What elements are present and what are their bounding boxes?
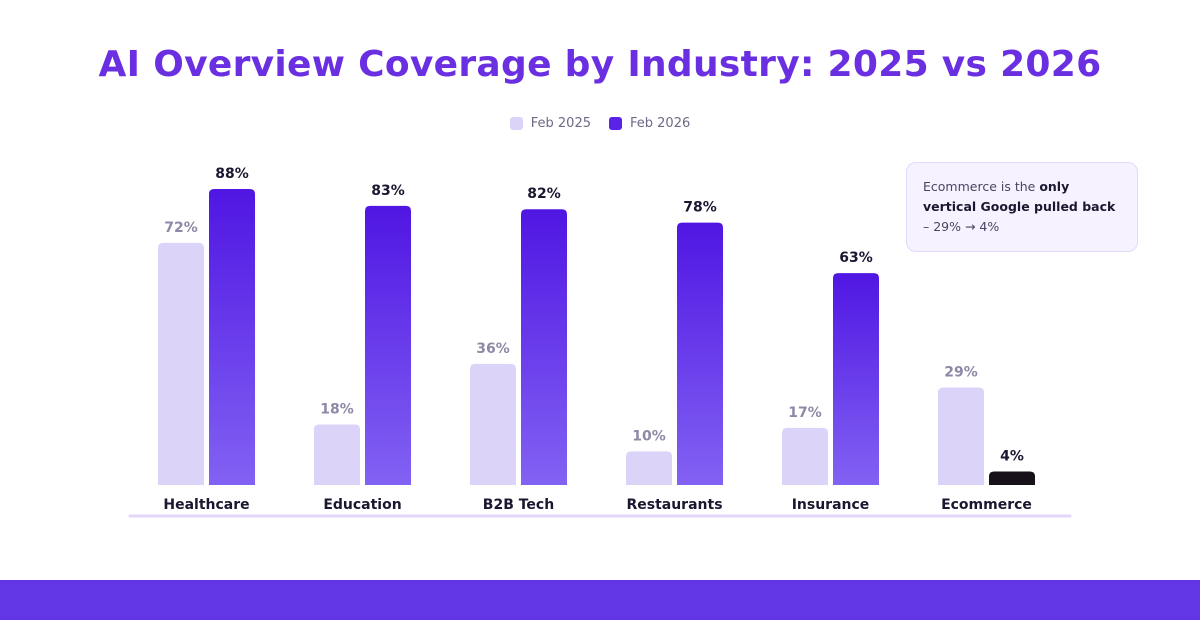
data-label-healthcare-feb-2025: 72% — [164, 220, 198, 236]
x-tick-label-restaurants: Restaurants — [626, 497, 722, 513]
bar-insurance-feb-2026 — [833, 273, 879, 485]
bar-restaurants-feb-2025 — [626, 451, 672, 485]
data-label-insurance-feb-2025: 17% — [788, 405, 822, 421]
bar-ecommerce-feb-2026 — [989, 471, 1035, 485]
data-label-restaurants-feb-2026: 78% — [683, 200, 717, 216]
data-label-education-feb-2026: 83% — [371, 183, 405, 199]
bar-healthcare-feb-2026 — [209, 189, 255, 485]
callout-text-suffix: – 29% → 4% — [923, 219, 1000, 234]
bar-chart: 72% 88% Healthcare 18% 83% Education 36% 82% B2B… — [128, 166, 1072, 518]
footer-band — [0, 580, 1200, 620]
legend-item-feb-2026: Feb 2026 — [609, 116, 690, 131]
bar-ecommerce-feb-2025 — [938, 387, 984, 485]
callout-text-prefix: Ecommerce is the — [923, 179, 1040, 194]
data-label-insurance-feb-2026: 63% — [839, 250, 873, 266]
legend-swatch-feb-2025 — [509, 117, 523, 130]
x-tick-label-b2b-tech: B2B Tech — [483, 497, 554, 513]
x-tick-label-education: Education — [323, 497, 401, 513]
bar-restaurants-feb-2026 — [677, 222, 723, 485]
legend-item-feb-2025: Feb 2025 — [509, 116, 591, 131]
data-label-ecommerce-feb-2026: 4% — [1000, 449, 1024, 465]
legend-label-feb-2026: Feb 2026 — [630, 116, 691, 131]
x-tick-label-ecommerce: Ecommerce — [941, 497, 1032, 513]
callout-text-bold: only vertical Google pulled back — [923, 179, 1116, 214]
bar-b2b-tech-feb-2026 — [521, 209, 567, 485]
bar-education-feb-2025 — [314, 424, 360, 485]
chart-legend: Feb 2025 Feb 2026 — [0, 116, 1200, 131]
bar-insurance-feb-2025 — [782, 427, 828, 485]
data-label-b2b-tech-feb-2025: 36% — [476, 341, 510, 357]
data-label-b2b-tech-feb-2026: 82% — [527, 186, 561, 202]
legend-label-feb-2025: Feb 2025 — [530, 116, 591, 131]
bar-b2b-tech-feb-2025 — [470, 363, 516, 485]
bar-education-feb-2026 — [365, 205, 411, 485]
annotation-callout: Ecommerce is the only vertical Google pu… — [906, 162, 1138, 252]
data-label-ecommerce-feb-2025: 29% — [944, 364, 978, 380]
bar-healthcare-feb-2025 — [158, 242, 204, 485]
legend-swatch-feb-2026 — [609, 117, 622, 130]
data-label-restaurants-feb-2025: 10% — [632, 428, 666, 444]
data-label-education-feb-2025: 18% — [320, 401, 354, 417]
data-label-healthcare-feb-2026: 88% — [215, 166, 249, 182]
page-title: AI Overview Coverage by Industry: 2025 v… — [98, 44, 1102, 85]
x-tick-label-healthcare: Healthcare — [163, 497, 249, 513]
x-tick-label-insurance: Insurance — [792, 497, 870, 513]
